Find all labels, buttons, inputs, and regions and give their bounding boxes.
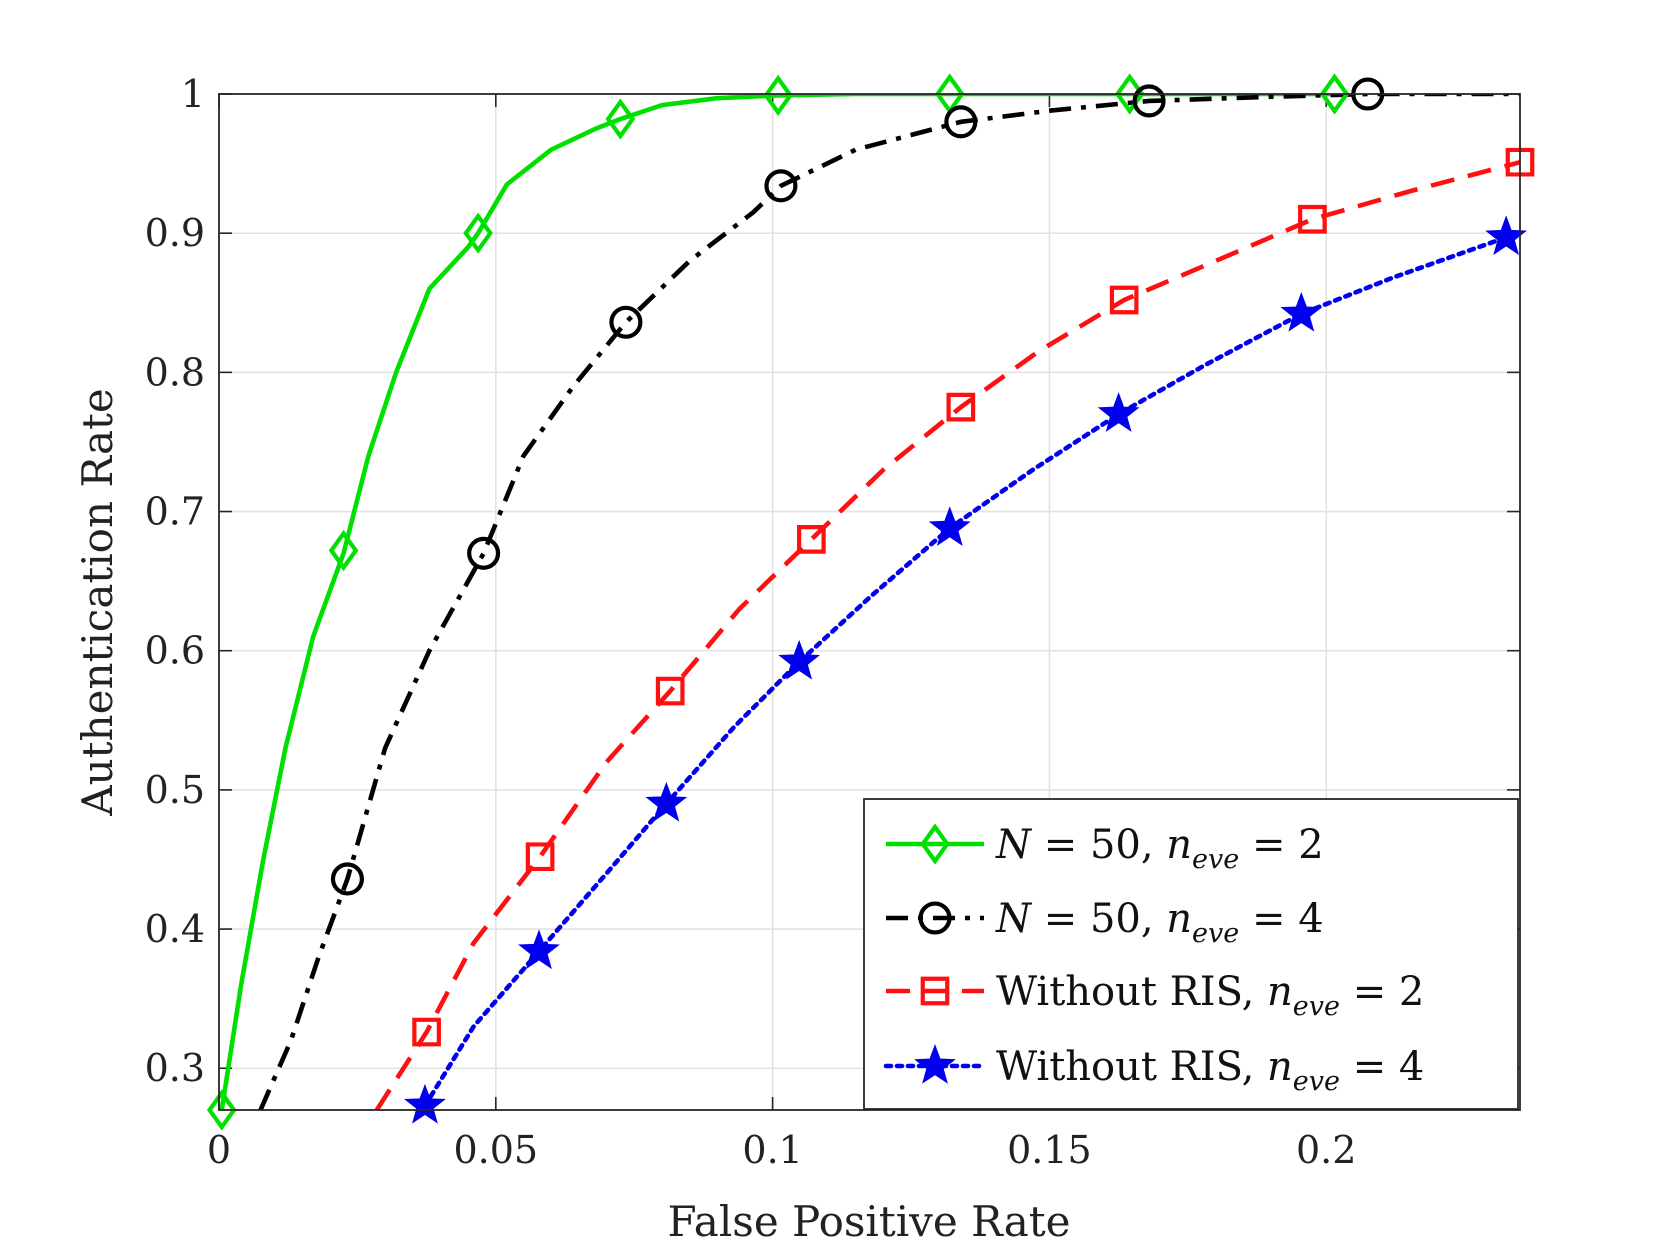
legend-var: n bbox=[1166, 896, 1192, 942]
series-2-marker bbox=[764, 169, 798, 203]
series-4-marker bbox=[1280, 291, 1323, 332]
x-tick-label: 0.05 bbox=[454, 1128, 539, 1172]
x-tick-label: 0 bbox=[207, 1128, 231, 1172]
legend-subscript: eve bbox=[1293, 991, 1340, 1022]
x-tick-label: 0.15 bbox=[1007, 1128, 1092, 1172]
legend-var: n bbox=[1267, 1044, 1293, 1090]
series-2-marker bbox=[467, 536, 501, 570]
series-4-marker bbox=[645, 781, 688, 822]
series-line-2 bbox=[258, 94, 1520, 1110]
y-tick-label: 0.7 bbox=[145, 490, 205, 534]
x-tick-label: 0.2 bbox=[1296, 1128, 1356, 1172]
data-series bbox=[219, 94, 1520, 1110]
series-4-marker bbox=[778, 639, 821, 680]
legend-label: Without RIS, neve = 2 bbox=[996, 969, 1424, 1022]
series-3-marker bbox=[655, 676, 685, 706]
y-tick-label: 0.9 bbox=[145, 211, 205, 255]
series-1-marker bbox=[763, 74, 793, 116]
x-axis-label: False Positive Rate bbox=[668, 1197, 1071, 1246]
legend-label: Without RIS, neve = 4 bbox=[996, 1044, 1424, 1097]
legend-text-part: = 50, bbox=[1031, 896, 1166, 942]
series-2-marker bbox=[1132, 84, 1166, 118]
legend-var: n bbox=[1267, 969, 1293, 1015]
legend-var: n bbox=[1166, 822, 1192, 868]
series-line-1 bbox=[219, 94, 1335, 1110]
legend-subscript: eve bbox=[1192, 844, 1239, 875]
series-3-marker bbox=[525, 842, 555, 872]
series-3-marker bbox=[797, 525, 826, 554]
legend-text-part: = 50, bbox=[1031, 822, 1166, 868]
series-4-marker bbox=[404, 1083, 446, 1124]
y-axis-label: Authentication Rate bbox=[73, 388, 122, 816]
legend-text-part: = 4 bbox=[1340, 1044, 1424, 1090]
series-2-marker bbox=[944, 105, 978, 139]
legend-box bbox=[863, 798, 1519, 1110]
series-3-marker bbox=[1298, 204, 1327, 234]
series-1-marker bbox=[463, 212, 493, 254]
y-tick-label: 1 bbox=[181, 72, 205, 116]
legend-label: N = 50, neve = 2 bbox=[995, 822, 1324, 875]
series-1-marker bbox=[605, 98, 636, 140]
legend-var: N bbox=[995, 822, 1033, 868]
legend-entry-2: N = 50, neve = 4 bbox=[886, 896, 1324, 949]
legend-swatch-marker bbox=[918, 901, 952, 935]
series-3-marker bbox=[1109, 285, 1139, 315]
legend-swatch-marker bbox=[920, 823, 950, 865]
series-line-3 bbox=[374, 159, 1520, 1110]
legend-entry-3: Without RIS, neve = 2 bbox=[886, 969, 1424, 1022]
legend-text-part: = 2 bbox=[1340, 969, 1424, 1015]
y-tick-label: 0.6 bbox=[145, 629, 205, 673]
series-4-marker bbox=[518, 929, 560, 970]
y-tick-label: 0.8 bbox=[145, 350, 205, 394]
y-tick-label: 0.4 bbox=[145, 907, 205, 951]
series-2-marker bbox=[609, 305, 643, 339]
series-4-marker bbox=[928, 506, 971, 547]
y-tick-label: 0.5 bbox=[145, 768, 205, 812]
y-tick-label: 0.3 bbox=[145, 1046, 205, 1090]
series-1-marker bbox=[206, 1089, 237, 1131]
series-4-marker bbox=[1097, 392, 1140, 432]
legend-subscript: eve bbox=[1293, 1066, 1340, 1097]
series-1-marker bbox=[328, 529, 359, 572]
legend-text-part: = 2 bbox=[1239, 822, 1323, 868]
legend-text-part: = 4 bbox=[1239, 896, 1323, 942]
series-3-marker bbox=[1505, 147, 1535, 177]
legend-text-part: Without RIS, bbox=[996, 1044, 1267, 1090]
legend: N = 50, neve = 2N = 50, neve = 4Without … bbox=[863, 798, 1519, 1110]
legend-swatch-marker bbox=[920, 976, 950, 1006]
series-line-4 bbox=[422, 235, 1509, 1109]
legend-text-part: Without RIS, bbox=[996, 969, 1267, 1015]
plot-frame bbox=[218, 93, 1521, 1111]
series-1-marker bbox=[1319, 73, 1350, 115]
legend-swatch-marker bbox=[914, 1044, 956, 1084]
data-markers bbox=[206, 73, 1535, 1131]
series-3-marker bbox=[412, 1017, 441, 1047]
legend-subscript: eve bbox=[1192, 918, 1239, 949]
legend-var: N bbox=[995, 896, 1033, 942]
tick-labels: 0 0.05 0.1 0.15 0.2 0.3 0.4 0.5 0.6 0.7 0.8 0.9 1 bbox=[145, 72, 1357, 1172]
legend-label: N = 50, neve = 4 bbox=[995, 896, 1324, 949]
x-tick-label: 0.1 bbox=[742, 1128, 802, 1172]
series-2-marker bbox=[330, 862, 364, 896]
series-3-marker bbox=[946, 392, 976, 422]
legend-entry-4: Without RIS, neve = 4 bbox=[883, 1044, 1424, 1097]
series-1-marker bbox=[1114, 73, 1145, 115]
legend-entry-1: N = 50, neve = 2 bbox=[886, 822, 1324, 875]
